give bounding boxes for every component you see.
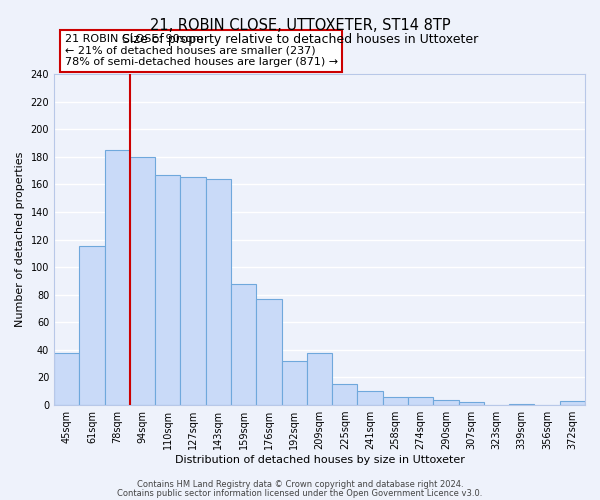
- Bar: [79, 246, 104, 405]
- Text: 21 ROBIN CLOSE: 90sqm
← 21% of detached houses are smaller (237)
78% of semi-det: 21 ROBIN CLOSE: 90sqm ← 21% of detached …: [65, 34, 338, 68]
- Bar: [560, 401, 585, 405]
- Text: Size of property relative to detached houses in Uttoxeter: Size of property relative to detached ho…: [122, 32, 478, 46]
- Text: Contains public sector information licensed under the Open Government Licence v3: Contains public sector information licen…: [118, 488, 482, 498]
- Bar: [281, 361, 307, 405]
- Y-axis label: Number of detached properties: Number of detached properties: [15, 152, 25, 327]
- Bar: [155, 174, 181, 405]
- Bar: [256, 299, 281, 405]
- Bar: [130, 157, 155, 405]
- Bar: [104, 150, 130, 405]
- Bar: [206, 179, 231, 405]
- Bar: [509, 404, 535, 405]
- Bar: [307, 352, 332, 405]
- Bar: [408, 397, 433, 405]
- Bar: [358, 392, 383, 405]
- Bar: [433, 400, 458, 405]
- Bar: [383, 397, 408, 405]
- Bar: [458, 402, 484, 405]
- Text: 21, ROBIN CLOSE, UTTOXETER, ST14 8TP: 21, ROBIN CLOSE, UTTOXETER, ST14 8TP: [149, 18, 451, 32]
- Bar: [181, 178, 206, 405]
- X-axis label: Distribution of detached houses by size in Uttoxeter: Distribution of detached houses by size …: [175, 455, 464, 465]
- Bar: [332, 384, 358, 405]
- Bar: [231, 284, 256, 405]
- Text: Contains HM Land Registry data © Crown copyright and database right 2024.: Contains HM Land Registry data © Crown c…: [137, 480, 463, 489]
- Bar: [54, 352, 79, 405]
